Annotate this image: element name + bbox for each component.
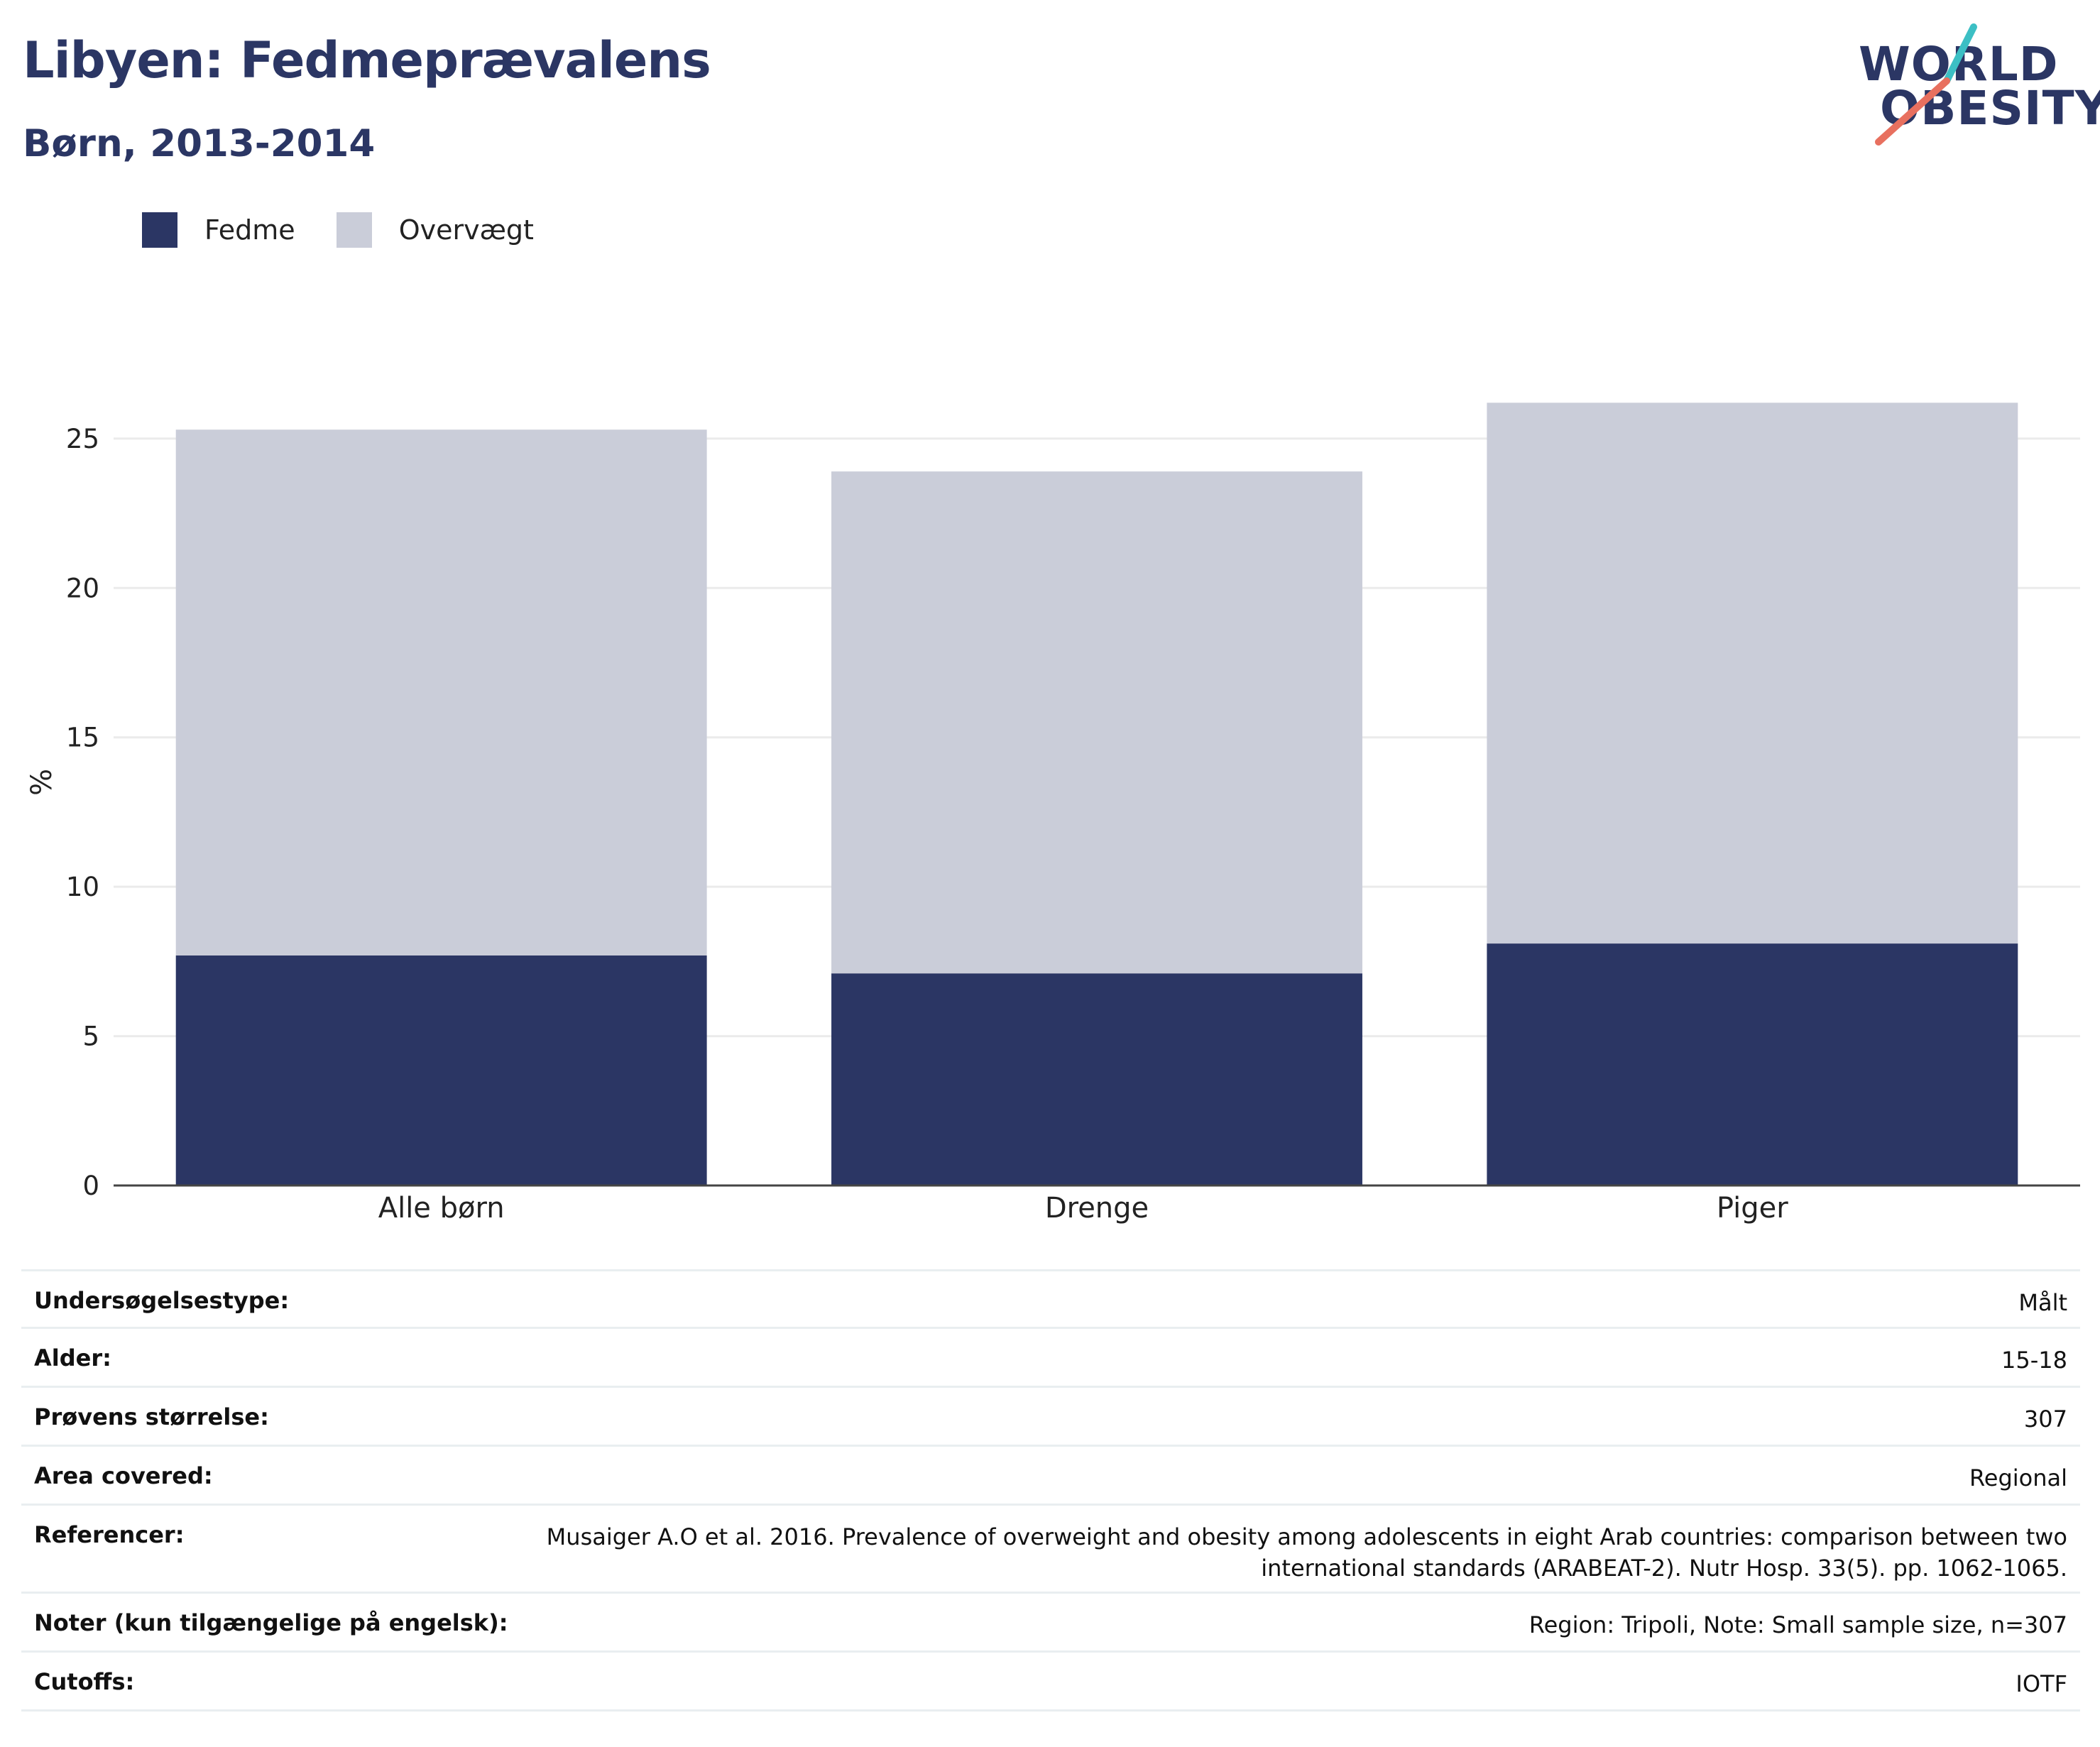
legend-label-fedme: Fedme [204,214,295,246]
info-value: Målt [2018,1287,2067,1318]
legend-item-fedme[interactable]: Fedme [142,212,295,248]
info-value: 15-18 [2001,1345,2067,1376]
page-subtitle: Børn, 2013-2014 [23,122,376,165]
x-tick-label: Alle børn [378,1192,505,1225]
x-tick-label: Piger [1717,1192,1788,1225]
x-tick-label: Drenge [1045,1192,1149,1225]
info-label: Undersøgelsestype: [34,1287,290,1314]
bar-fedme-3 [1487,943,2018,1185]
info-row: Noter (kun tilgængelige på engelsk): Regi… [21,1592,2080,1650]
info-value: Musaiger A.O et al. 2016. Prevalence of … [547,1521,2067,1584]
info-value-line: IOTF [2016,1670,2067,1697]
legend-swatch-fedme [142,212,177,248]
y-tick-label: 15 [66,723,99,753]
info-value-line: 307 [2023,1406,2067,1433]
info-value-line: Region: Tripoli, Note: Small sample size… [1528,1611,2067,1638]
info-row: Referencer: Musaiger A.O et al. 2016. Pre… [21,1504,2080,1592]
info-row: Undersøgelsestype: Målt [21,1269,2080,1327]
info-table-bottom-border [21,1709,2080,1712]
y-tick-label: 10 [66,872,99,902]
info-label: Alder: [34,1345,111,1371]
y-tick-label: 0 [82,1171,99,1201]
info-row: Area covered: Regional [21,1445,2080,1504]
info-row: Alder: 15-18 [21,1327,2080,1386]
info-label: Cutoffs: [34,1668,135,1695]
bar-overvgt-2 [831,471,1362,974]
chart-legend: Fedme Overvægt [142,210,575,250]
y-tick-label: 25 [66,424,99,454]
logo-slash-icon [1875,23,1977,146]
info-label: Area covered: [34,1462,213,1489]
survey-info-table: Undersøgelsestype: Målt Alder: 15-18 Prøvens… [21,1269,2080,1712]
info-label: Noter (kun tilgængelige på engelsk): [34,1609,508,1636]
info-label: Prøvens størrelse: [34,1403,269,1430]
legend-label-overvaegt: Overvægt [398,214,534,246]
info-label: Referencer: [34,1521,185,1548]
info-value: Regional [1969,1462,2067,1494]
legend-swatch-overvaegt [336,212,372,248]
stacked-bar-chart: 0 5 10 15 20 25% Alle børn Drenge Piger [26,402,2080,1225]
info-row: Cutoffs: IOTF [21,1650,2080,1709]
bar-fedme-2 [831,973,1362,1185]
legend-item-overvaegt[interactable]: Overvægt [336,212,534,248]
bar-fedme-1 [175,955,707,1185]
info-value: Region: Tripoli, Note: Small sample size… [1529,1609,2067,1641]
info-row: Prøvens størrelse: 307 [21,1386,2080,1445]
info-value: IOTF [2016,1668,2067,1699]
world-obesity-logo[interactable]: WORLD OBESITY [1853,21,2100,149]
info-value-line: Regional [1969,1464,2067,1491]
page-title: Libyen: Fedmeprævalens [23,31,711,89]
info-value-line: international standards (ARABEAT-2). Nut… [1261,1555,2067,1582]
y-tick-label: 20 [66,573,99,603]
y-tick-label: 5 [82,1022,99,1052]
info-value: 307 [2024,1403,2067,1435]
info-value-line: Musaiger A.O et al. 2016. Prevalence of … [546,1523,2067,1550]
y-axis-label: % [26,769,58,796]
bar-overvgt-1 [175,429,707,955]
bar-overvgt-3 [1487,402,2018,944]
info-value-line: Målt [2018,1289,2067,1316]
info-value-line: 15-18 [2001,1347,2067,1374]
